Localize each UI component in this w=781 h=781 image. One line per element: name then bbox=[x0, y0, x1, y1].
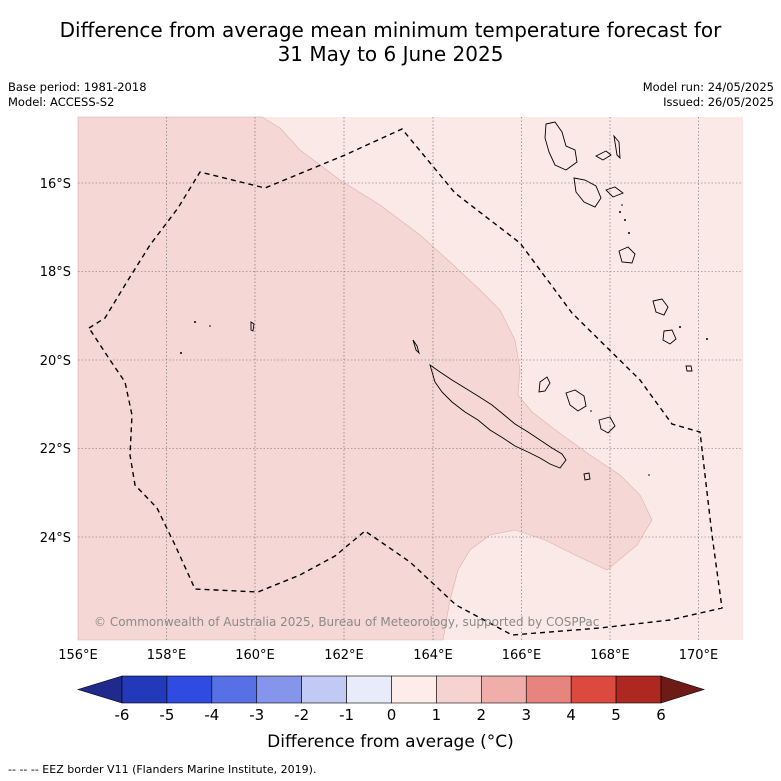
colorbar-label: Difference from average (°C) bbox=[267, 732, 514, 752]
lat-tick-20s: 20°S bbox=[40, 354, 71, 369]
colorbar-tick-label: 3 bbox=[521, 706, 531, 724]
loyalty-mare bbox=[598, 416, 616, 434]
copyright-notice: © Commonwealth of Australia 2025, Bureau… bbox=[94, 615, 599, 629]
vanuatu-ambae bbox=[595, 150, 612, 161]
lon-tick-170: 170°E bbox=[679, 648, 719, 663]
loyalty-ouvea bbox=[538, 376, 551, 393]
colorbar-ticks: -6 -5 -4 -3 -2 -1 0 1 2 3 4 5 6 bbox=[115, 706, 666, 724]
map-title: Difference from average mean minimum tem… bbox=[0, 18, 781, 66]
lat-tick-18s: 18°S bbox=[40, 265, 71, 280]
colorbar-tick-label: -1 bbox=[339, 706, 354, 724]
lon-tick-164: 164°E bbox=[413, 648, 453, 663]
vanuatu-erromango bbox=[652, 298, 669, 316]
belep-islands bbox=[412, 339, 420, 355]
colorbar-tick-label: 6 bbox=[656, 706, 666, 724]
vanuatu-efate bbox=[618, 246, 636, 264]
colorbar-tick-label: 2 bbox=[477, 706, 487, 724]
isle-of-pines bbox=[583, 472, 591, 481]
lon-tick-160: 160°E bbox=[235, 648, 275, 663]
colorbar-extend-high bbox=[660, 675, 706, 704]
vanuatu-aneityum bbox=[685, 365, 693, 372]
eez-border bbox=[88, 128, 723, 636]
coastlines bbox=[250, 121, 693, 481]
colorbar-box bbox=[211, 675, 258, 704]
colorbar-box bbox=[615, 675, 662, 704]
lat-tick-16s: 16°S bbox=[40, 177, 71, 192]
lon-tick-168: 168°E bbox=[590, 648, 630, 663]
model-run-text: Model run: 24/05/2025 bbox=[642, 80, 774, 94]
eez-footnote: -- -- -- EEZ border V11 (Flanders Marine… bbox=[8, 763, 317, 776]
colorbar-box bbox=[391, 675, 437, 704]
colorbar-tick-label: -3 bbox=[249, 706, 264, 724]
base-period-text: Base period: 1981-2018 bbox=[8, 80, 147, 94]
title-line-2: 31 May to 6 June 2025 bbox=[277, 42, 504, 66]
metadata-right: Model run: 24/05/2025 Issued: 26/05/2025 bbox=[643, 80, 774, 110]
colorbar-box bbox=[301, 675, 347, 704]
vanuatu-tanna bbox=[662, 329, 677, 345]
model-text: Model: ACCESS-S2 bbox=[8, 95, 115, 109]
colorbar-box bbox=[166, 675, 213, 704]
anomaly-zone-1-2 bbox=[77, 116, 653, 641]
metadata-left: Base period: 1981-2018 Model: ACCESS-S2 bbox=[8, 80, 147, 110]
vanuatu-malekula bbox=[573, 177, 602, 208]
colorbar-box bbox=[481, 675, 527, 704]
colorbar-tick-label: 0 bbox=[387, 706, 397, 724]
lon-tick-166: 166°E bbox=[502, 648, 542, 663]
colorbar-tick-label: -6 bbox=[115, 706, 130, 724]
colorbar-tick-label: -4 bbox=[204, 706, 219, 724]
lon-tick-158: 158°E bbox=[147, 648, 187, 663]
colorbar-box bbox=[346, 675, 392, 704]
lat-tick-24s: 24°S bbox=[40, 531, 71, 546]
issued-text: Issued: 26/05/2025 bbox=[663, 95, 774, 109]
colorbar bbox=[76, 675, 706, 704]
colorbar-tick-label: 4 bbox=[566, 706, 576, 724]
colorbar-box bbox=[525, 675, 572, 704]
loyalty-lifou bbox=[565, 389, 587, 412]
chesterfield-reef bbox=[250, 321, 255, 332]
title-line-1: Difference from average mean minimum tem… bbox=[59, 18, 722, 42]
colorbar-tick-label: 1 bbox=[432, 706, 442, 724]
colorbar-box bbox=[256, 675, 302, 704]
latitude-ticks: 16°S 18°S 20°S 22°S 24°S bbox=[40, 177, 71, 546]
colorbar-tick-label: -5 bbox=[159, 706, 174, 724]
colorbar-box bbox=[570, 675, 617, 704]
vanuatu-espiritu-santo bbox=[544, 121, 578, 171]
colorbar-box bbox=[436, 675, 482, 704]
vanuatu-pentecost bbox=[613, 134, 621, 160]
lon-tick-156: 156°E bbox=[58, 648, 98, 663]
colorbar-tick-label: -2 bbox=[294, 706, 309, 724]
longitude-ticks: 156°E 158°E 160°E 162°E 164°E 166°E 168°… bbox=[58, 648, 718, 663]
new-caledonia-coast bbox=[429, 363, 567, 469]
small-islets bbox=[180, 204, 708, 476]
colorbar-extend-low bbox=[76, 675, 123, 704]
graticule bbox=[78, 117, 743, 640]
vanuatu-ambrym bbox=[605, 186, 624, 198]
lon-tick-162: 162°E bbox=[324, 648, 364, 663]
lat-tick-22s: 22°S bbox=[40, 442, 71, 457]
colorbar-box bbox=[121, 675, 168, 704]
colorbar-tick-label: 5 bbox=[611, 706, 621, 724]
